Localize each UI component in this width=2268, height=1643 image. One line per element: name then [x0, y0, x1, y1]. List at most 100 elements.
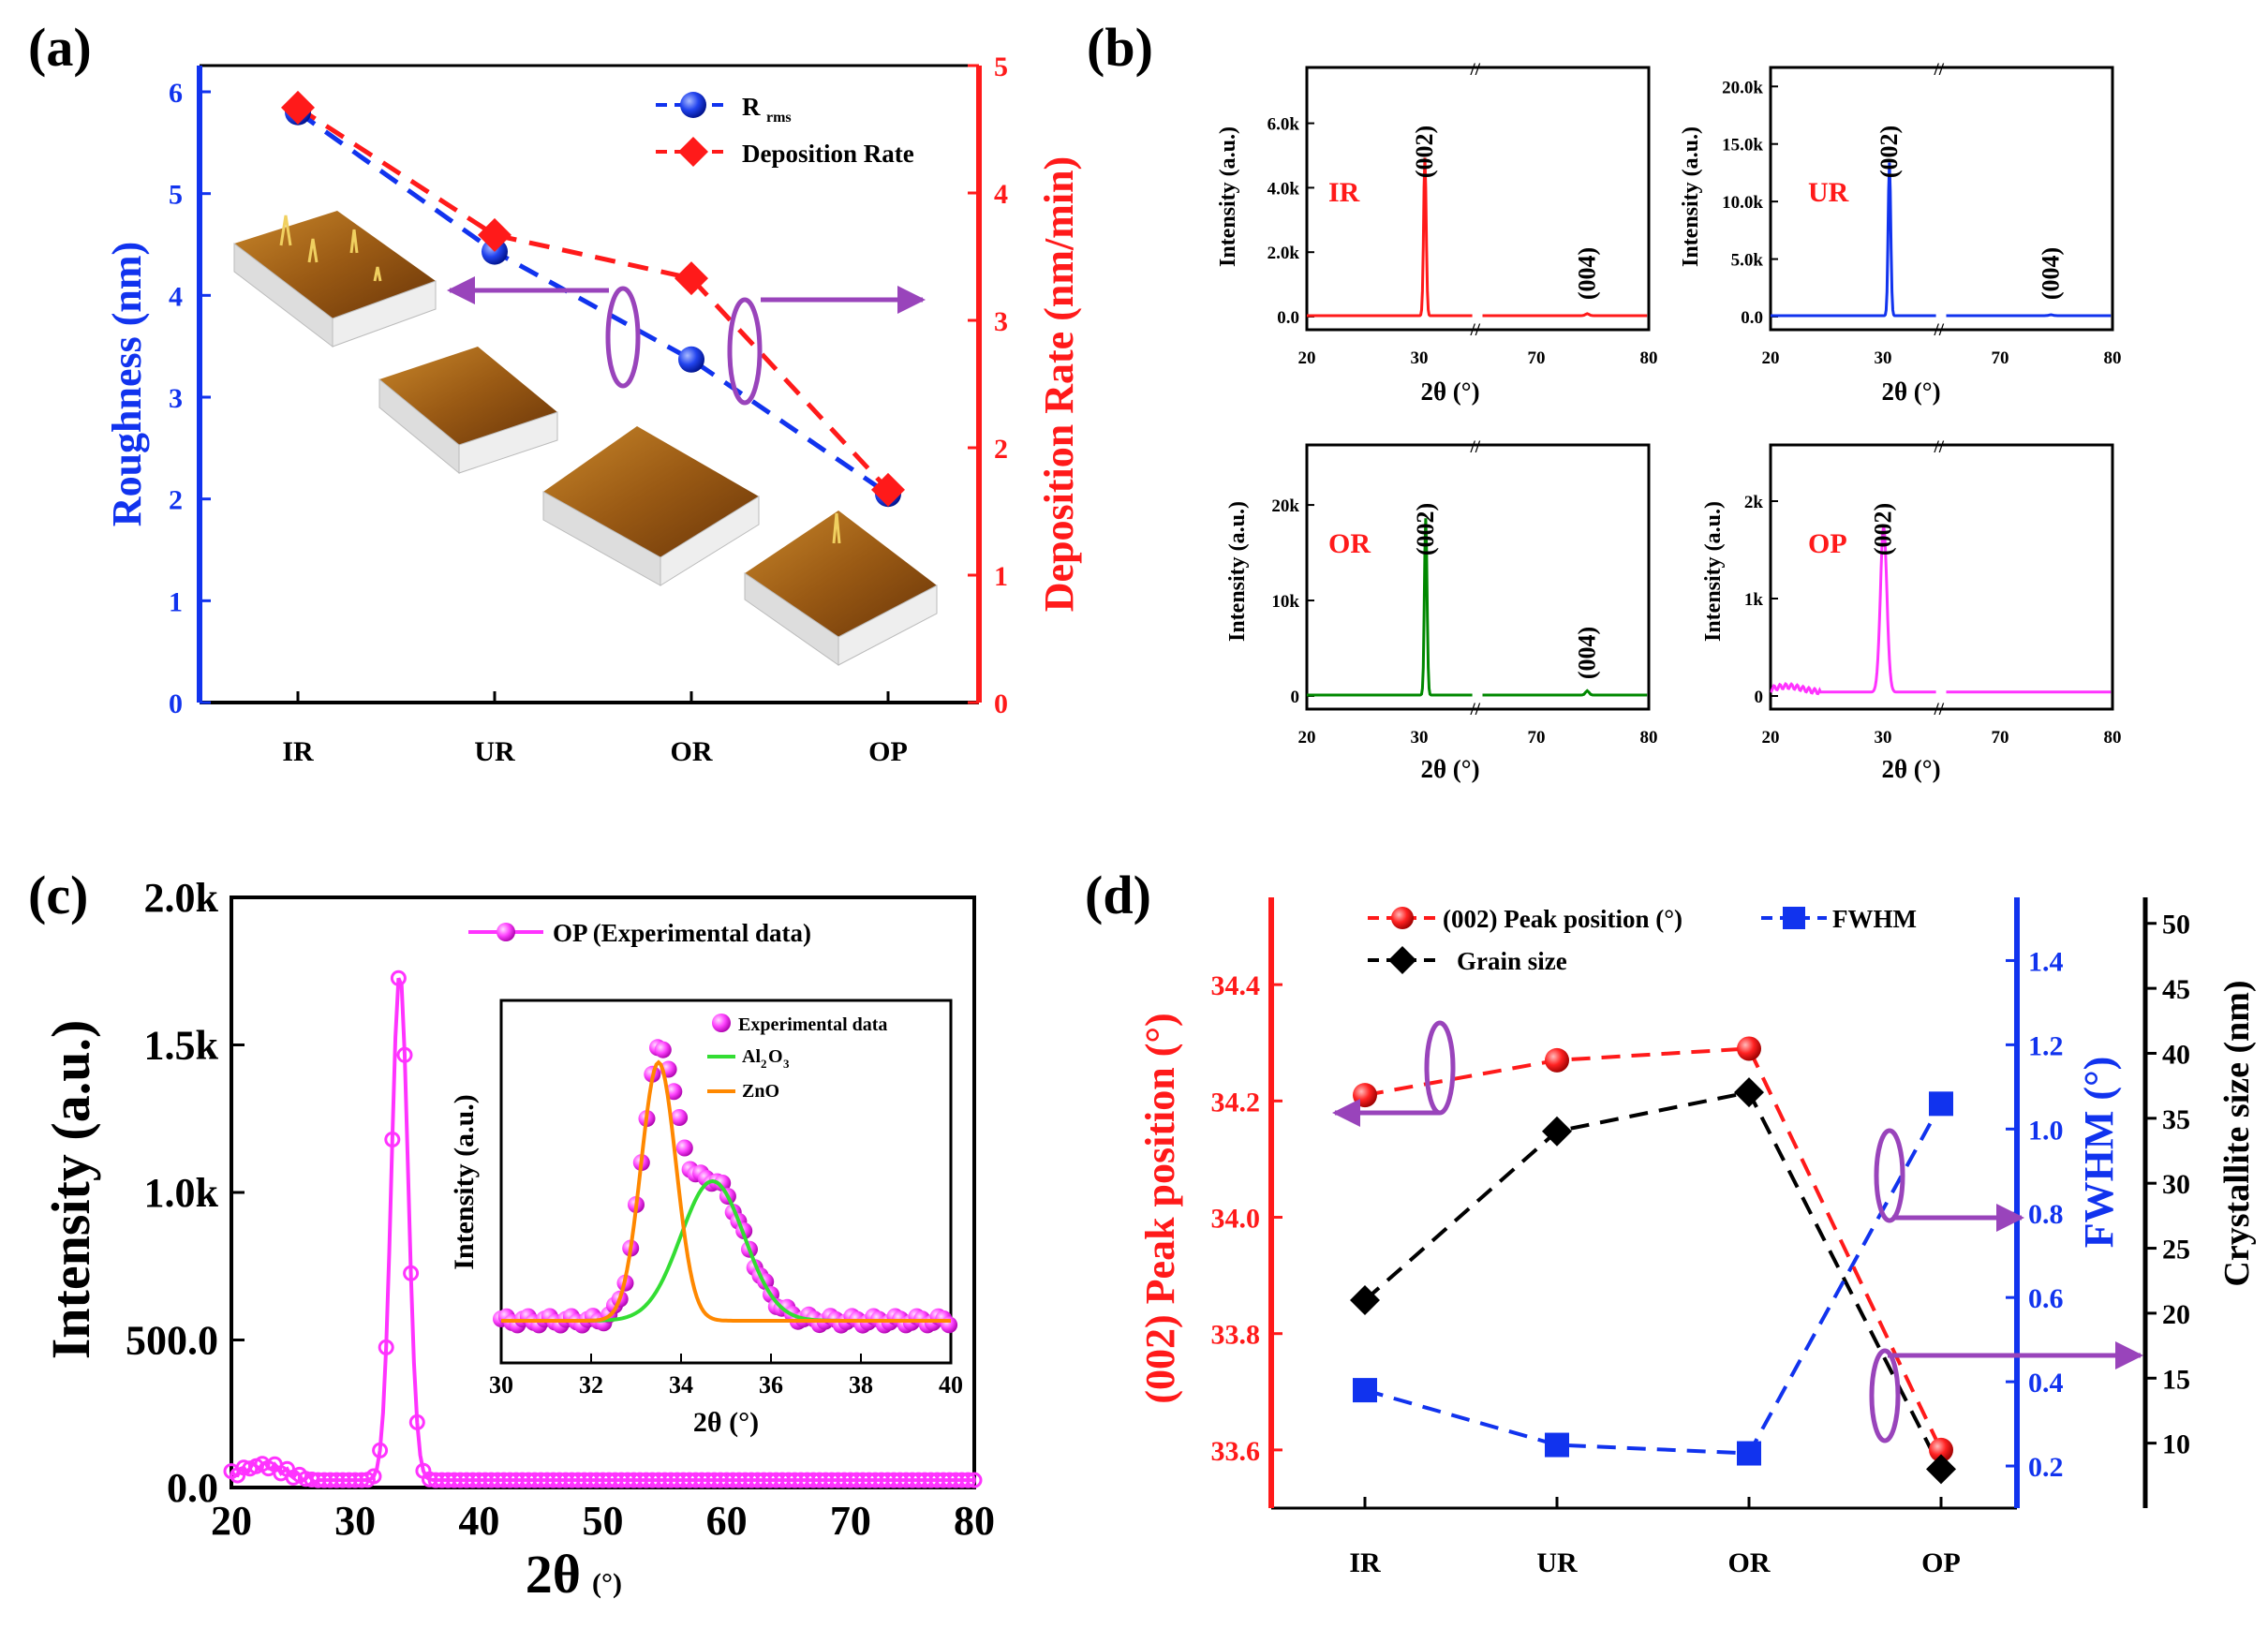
a-x-tick-label: OP [868, 736, 908, 767]
panel-a-plot: 0 1 2 3 4 5 6 0 1 2 3 4 5 IR UR OR OP Roughness (nm) Depos… [104, 52, 1082, 767]
c-inset-x-tick-label: 30 [489, 1371, 513, 1399]
b-data-curve-right [1482, 688, 1648, 697]
d-point-peak [1353, 1083, 1377, 1108]
b-y-tick-label: 0.0 [1741, 308, 1763, 328]
a-left-tick-label: 3 [169, 383, 183, 414]
d-point-peak [1929, 1437, 1953, 1462]
b-data-curve-right [1482, 312, 1648, 318]
panel-b-subplot-ir: // // 0.0 2.0k 4.0k 6.0k 20 30 70 80 2θ (°) Intensi… [1216, 60, 1658, 406]
a-legend-marker-rms [680, 92, 706, 118]
b-data-curve-left [1770, 525, 1936, 696]
c-xlabel-main: 2θ [526, 1544, 581, 1605]
c-x-tick-label: 70 [830, 1498, 871, 1544]
d-point-grain [1926, 1454, 1956, 1485]
d-point-peak [1545, 1047, 1569, 1073]
b-xlabel: 2θ (°) [1881, 377, 1940, 406]
c-xlabel-unit: (°) [592, 1568, 622, 1599]
b-xlabel: 2θ (°) [1881, 755, 1940, 783]
a-left-tick-label: 6 [169, 78, 183, 109]
d-point-fwhm [1737, 1441, 1761, 1466]
a-right-tick-label: 2 [994, 434, 1008, 465]
c-y-tick-label: 1.0k [144, 1170, 219, 1216]
b-x-tick-label: 80 [1640, 728, 1658, 747]
a-left-tick-label: 2 [169, 485, 183, 516]
b-y-tick-label: 10k [1271, 592, 1299, 612]
a-right-tick-label: 5 [994, 52, 1008, 82]
b-peak-label-004: (004) [1573, 247, 1600, 300]
panel-a-chart: 0 1 2 3 4 5 6 0 1 2 3 4 5 IR UR OR OP Roughness (nm) Depos… [104, 52, 1082, 767]
b-peak-label-004: (004) [2037, 247, 2064, 300]
a-right-tick-label: 3 [994, 306, 1008, 337]
c-x-tick-label: 20 [211, 1498, 252, 1544]
ellipse-marker-peak [1424, 1020, 1456, 1116]
d-legend-marker-peak [1391, 907, 1414, 929]
c-inset-x-tick-label: 34 [669, 1371, 693, 1399]
d-right2-tick-label: 40 [2162, 1039, 2190, 1070]
b-x-tick-label: 70 [1528, 728, 1546, 747]
d-left-tick-label: 33.6 [1211, 1436, 1261, 1467]
b-break-top: // [1934, 437, 1945, 457]
b-y-tick-label: 20.0k [1722, 78, 1763, 97]
afm-image-ir [233, 211, 437, 348]
c-inset-legend-label-exp: Experimental data [738, 1014, 887, 1035]
d-point-fwhm [1353, 1378, 1377, 1403]
b-x-tick-label: 30 [1411, 348, 1429, 368]
panel-d-plot: 33.6 33.8 34.0 34.2 34.4 0.2 0.4 0.6 0.8 1.0 1.2 1.… [1137, 897, 2257, 1578]
c-data-point [372, 1442, 389, 1458]
a-legend-label-rms: R [742, 93, 761, 121]
a-right-tick-label: 4 [994, 179, 1008, 210]
a-point-deposition [478, 217, 511, 252]
d-right1-tick-label: 1.2 [2028, 1030, 2064, 1061]
b-y-tick-label: 4.0k [1267, 179, 1300, 199]
b-axes-box [1305, 443, 1651, 711]
d-point-grain [1350, 1285, 1380, 1316]
c-inset-legend-sub-2: 2 [761, 1057, 767, 1071]
b-peak-label-004: (004) [1573, 627, 1600, 679]
a-ylabel-left: Roughness (nm) [104, 242, 150, 526]
d-legend-marker-grain [1388, 946, 1416, 974]
afm-image-ur [378, 347, 558, 475]
c-y-tick-label: 500.0 [126, 1318, 218, 1364]
b-break-bottom: // [1934, 320, 1945, 340]
c-inset-zno-curve [501, 1059, 951, 1323]
c-x-tick-label: 30 [334, 1498, 376, 1544]
b-x-tick-label: 20 [1762, 728, 1780, 747]
c-data-point [396, 1046, 413, 1063]
b-break-top: // [1470, 60, 1481, 80]
b-ylabel: Intensity (a.u.) [1225, 501, 1250, 642]
ellipse-marker-grain [1869, 1348, 1901, 1443]
b-x-tick-label: 80 [2104, 348, 2122, 368]
b-x-tick-label: 20 [1298, 348, 1316, 368]
d-point-grain [1542, 1116, 1572, 1147]
ellipse-marker-fwhm [1874, 1128, 1905, 1223]
c-inset-x-tick-label: 36 [759, 1371, 783, 1399]
b-y-tick-label: 15.0k [1722, 136, 1763, 155]
b-y-tick-label: 0 [1291, 688, 1300, 707]
d-legend-label-fwhm: FWHM [1832, 905, 1917, 933]
c-inset-x-tick-label: 40 [939, 1371, 963, 1399]
c-y-tick-label: 0.0 [167, 1465, 218, 1511]
c-x-tick-label: 60 [706, 1498, 748, 1544]
b-sample-label: IR [1328, 177, 1360, 208]
d-right2-tick-label: 50 [2162, 910, 2190, 940]
c-inset-legend-sub-3: 3 [783, 1057, 790, 1071]
b-y-tick-label: 20k [1271, 496, 1299, 516]
b-peak-label-002: (002) [1870, 503, 1897, 555]
b-sample-label: OR [1328, 528, 1371, 559]
c-legend-label: OP (Experimental data) [553, 919, 811, 947]
b-ylabel: Intensity (a.u.) [1679, 126, 1703, 267]
a-x-tick-label: OR [671, 736, 713, 767]
b-ylabel: Intensity (a.u.) [1701, 501, 1726, 642]
b-data-curve-left [1771, 162, 1936, 318]
d-right2-tick-label: 15 [2162, 1364, 2190, 1395]
b-y-tick-label: 5.0k [1731, 251, 1764, 271]
c-x-tick-label: 40 [458, 1498, 499, 1544]
a-series-deposition-line [296, 105, 890, 492]
c-inset-xlabel: 2θ (°) [693, 1407, 759, 1438]
panel-label-a: (a) [28, 17, 92, 78]
c-data-point [390, 970, 407, 986]
a-left-tick-label: 5 [169, 180, 183, 211]
d-right2-tick-label: 10 [2162, 1429, 2190, 1460]
b-x-tick-label: 30 [1875, 728, 1892, 747]
d-right1-tick-label: 0.8 [2028, 1199, 2064, 1230]
